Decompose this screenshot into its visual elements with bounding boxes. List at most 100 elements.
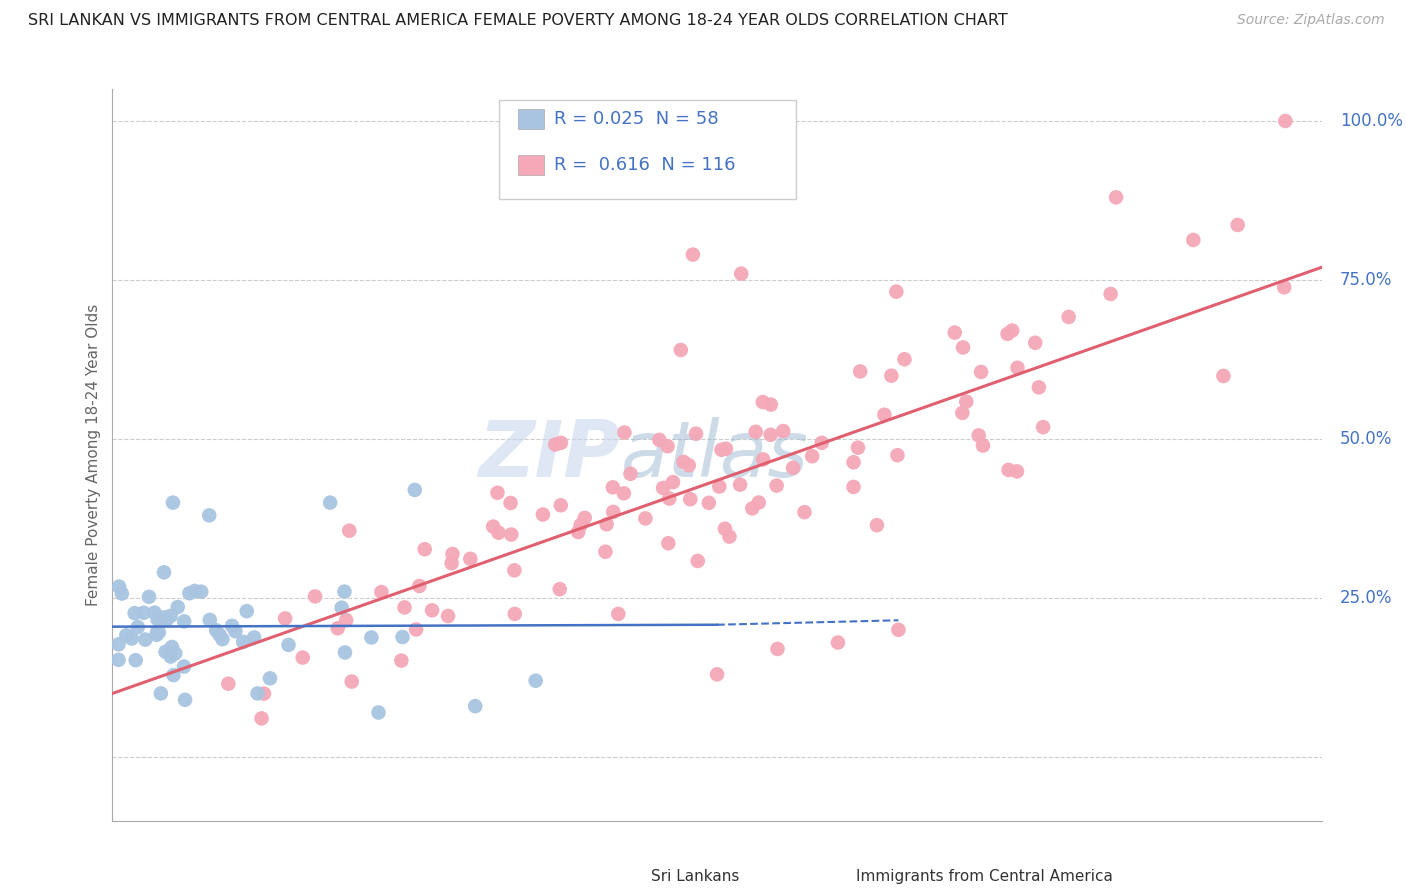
Point — [657, 439, 679, 453]
Point — [155, 613, 177, 627]
Point — [997, 326, 1019, 341]
Point — [291, 650, 314, 665]
Point — [134, 632, 156, 647]
Point — [208, 628, 231, 642]
Point — [146, 624, 169, 639]
Point — [107, 653, 129, 667]
Point — [531, 508, 554, 522]
Point — [441, 547, 464, 561]
Point — [460, 551, 482, 566]
Point — [488, 525, 510, 540]
Point — [955, 394, 977, 409]
Point — [657, 536, 679, 550]
Point — [246, 686, 269, 700]
Point — [524, 673, 547, 688]
Point — [159, 649, 181, 664]
Point — [391, 630, 413, 644]
Point — [595, 517, 617, 532]
Point — [367, 706, 389, 720]
Point — [550, 498, 572, 512]
Point — [404, 483, 426, 497]
Point — [972, 438, 994, 452]
Point — [634, 511, 657, 525]
Point — [146, 612, 169, 626]
Point — [759, 427, 782, 442]
Text: R = 0.025  N = 58: R = 0.025 N = 58 — [554, 111, 718, 128]
Point — [389, 654, 412, 668]
Text: SRI LANKAN VS IMMIGRANTS FROM CENTRAL AMERICA FEMALE POVERTY AMONG 18-24 YEAR OL: SRI LANKAN VS IMMIGRANTS FROM CENTRAL AM… — [28, 13, 1008, 29]
Point — [1007, 360, 1029, 375]
Point — [319, 495, 342, 509]
Point — [211, 632, 233, 647]
Point — [886, 285, 908, 299]
Point — [420, 603, 443, 617]
Point — [162, 668, 184, 682]
Point — [198, 508, 221, 523]
Point — [728, 477, 751, 491]
Point — [221, 619, 243, 633]
Point — [752, 452, 775, 467]
Point — [766, 641, 789, 656]
Point — [887, 623, 910, 637]
Point — [1032, 420, 1054, 434]
Point — [326, 621, 349, 635]
Point — [1182, 233, 1205, 247]
Point — [499, 496, 522, 510]
Point — [544, 437, 567, 451]
Text: 50.0%: 50.0% — [1340, 430, 1392, 448]
Point — [413, 542, 436, 557]
Point — [970, 365, 993, 379]
Point — [111, 586, 134, 600]
Point — [745, 425, 768, 439]
Point — [190, 584, 212, 599]
Point — [162, 495, 184, 509]
Text: atlas: atlas — [620, 417, 808, 493]
Point — [148, 625, 170, 640]
Point — [595, 545, 617, 559]
Point — [672, 455, 695, 469]
Point — [714, 442, 737, 456]
Point — [682, 247, 704, 261]
Point — [173, 659, 195, 673]
Point — [235, 604, 257, 618]
Point — [253, 687, 276, 701]
Point — [405, 623, 427, 637]
Point — [1105, 190, 1128, 204]
Point — [274, 611, 297, 625]
Point — [752, 395, 775, 409]
Point — [880, 368, 903, 383]
Point — [952, 340, 974, 354]
Point — [842, 455, 865, 469]
Point — [217, 676, 239, 690]
Point — [503, 607, 526, 621]
Point — [159, 608, 181, 623]
Point — [277, 638, 299, 652]
Text: 25.0%: 25.0% — [1340, 589, 1392, 607]
Point — [567, 524, 589, 539]
Point — [340, 674, 363, 689]
Point — [678, 458, 700, 473]
Point — [679, 492, 702, 507]
Point — [1274, 114, 1296, 128]
Point — [765, 478, 787, 492]
Point — [730, 267, 752, 281]
FancyBboxPatch shape — [517, 109, 544, 129]
Point — [697, 496, 720, 510]
Text: Source: ZipAtlas.com: Source: ZipAtlas.com — [1237, 13, 1385, 28]
Point — [748, 495, 770, 509]
Point — [658, 491, 681, 506]
Point — [886, 448, 908, 462]
Point — [127, 620, 149, 634]
Point — [873, 408, 896, 422]
Point — [1057, 310, 1080, 324]
Point — [1099, 287, 1122, 301]
Point — [173, 615, 195, 629]
Point — [183, 583, 205, 598]
Point — [179, 586, 201, 600]
Point — [662, 475, 685, 489]
FancyBboxPatch shape — [499, 100, 796, 199]
Point — [602, 480, 624, 494]
Point — [408, 579, 430, 593]
FancyBboxPatch shape — [825, 866, 848, 887]
Point — [138, 590, 160, 604]
